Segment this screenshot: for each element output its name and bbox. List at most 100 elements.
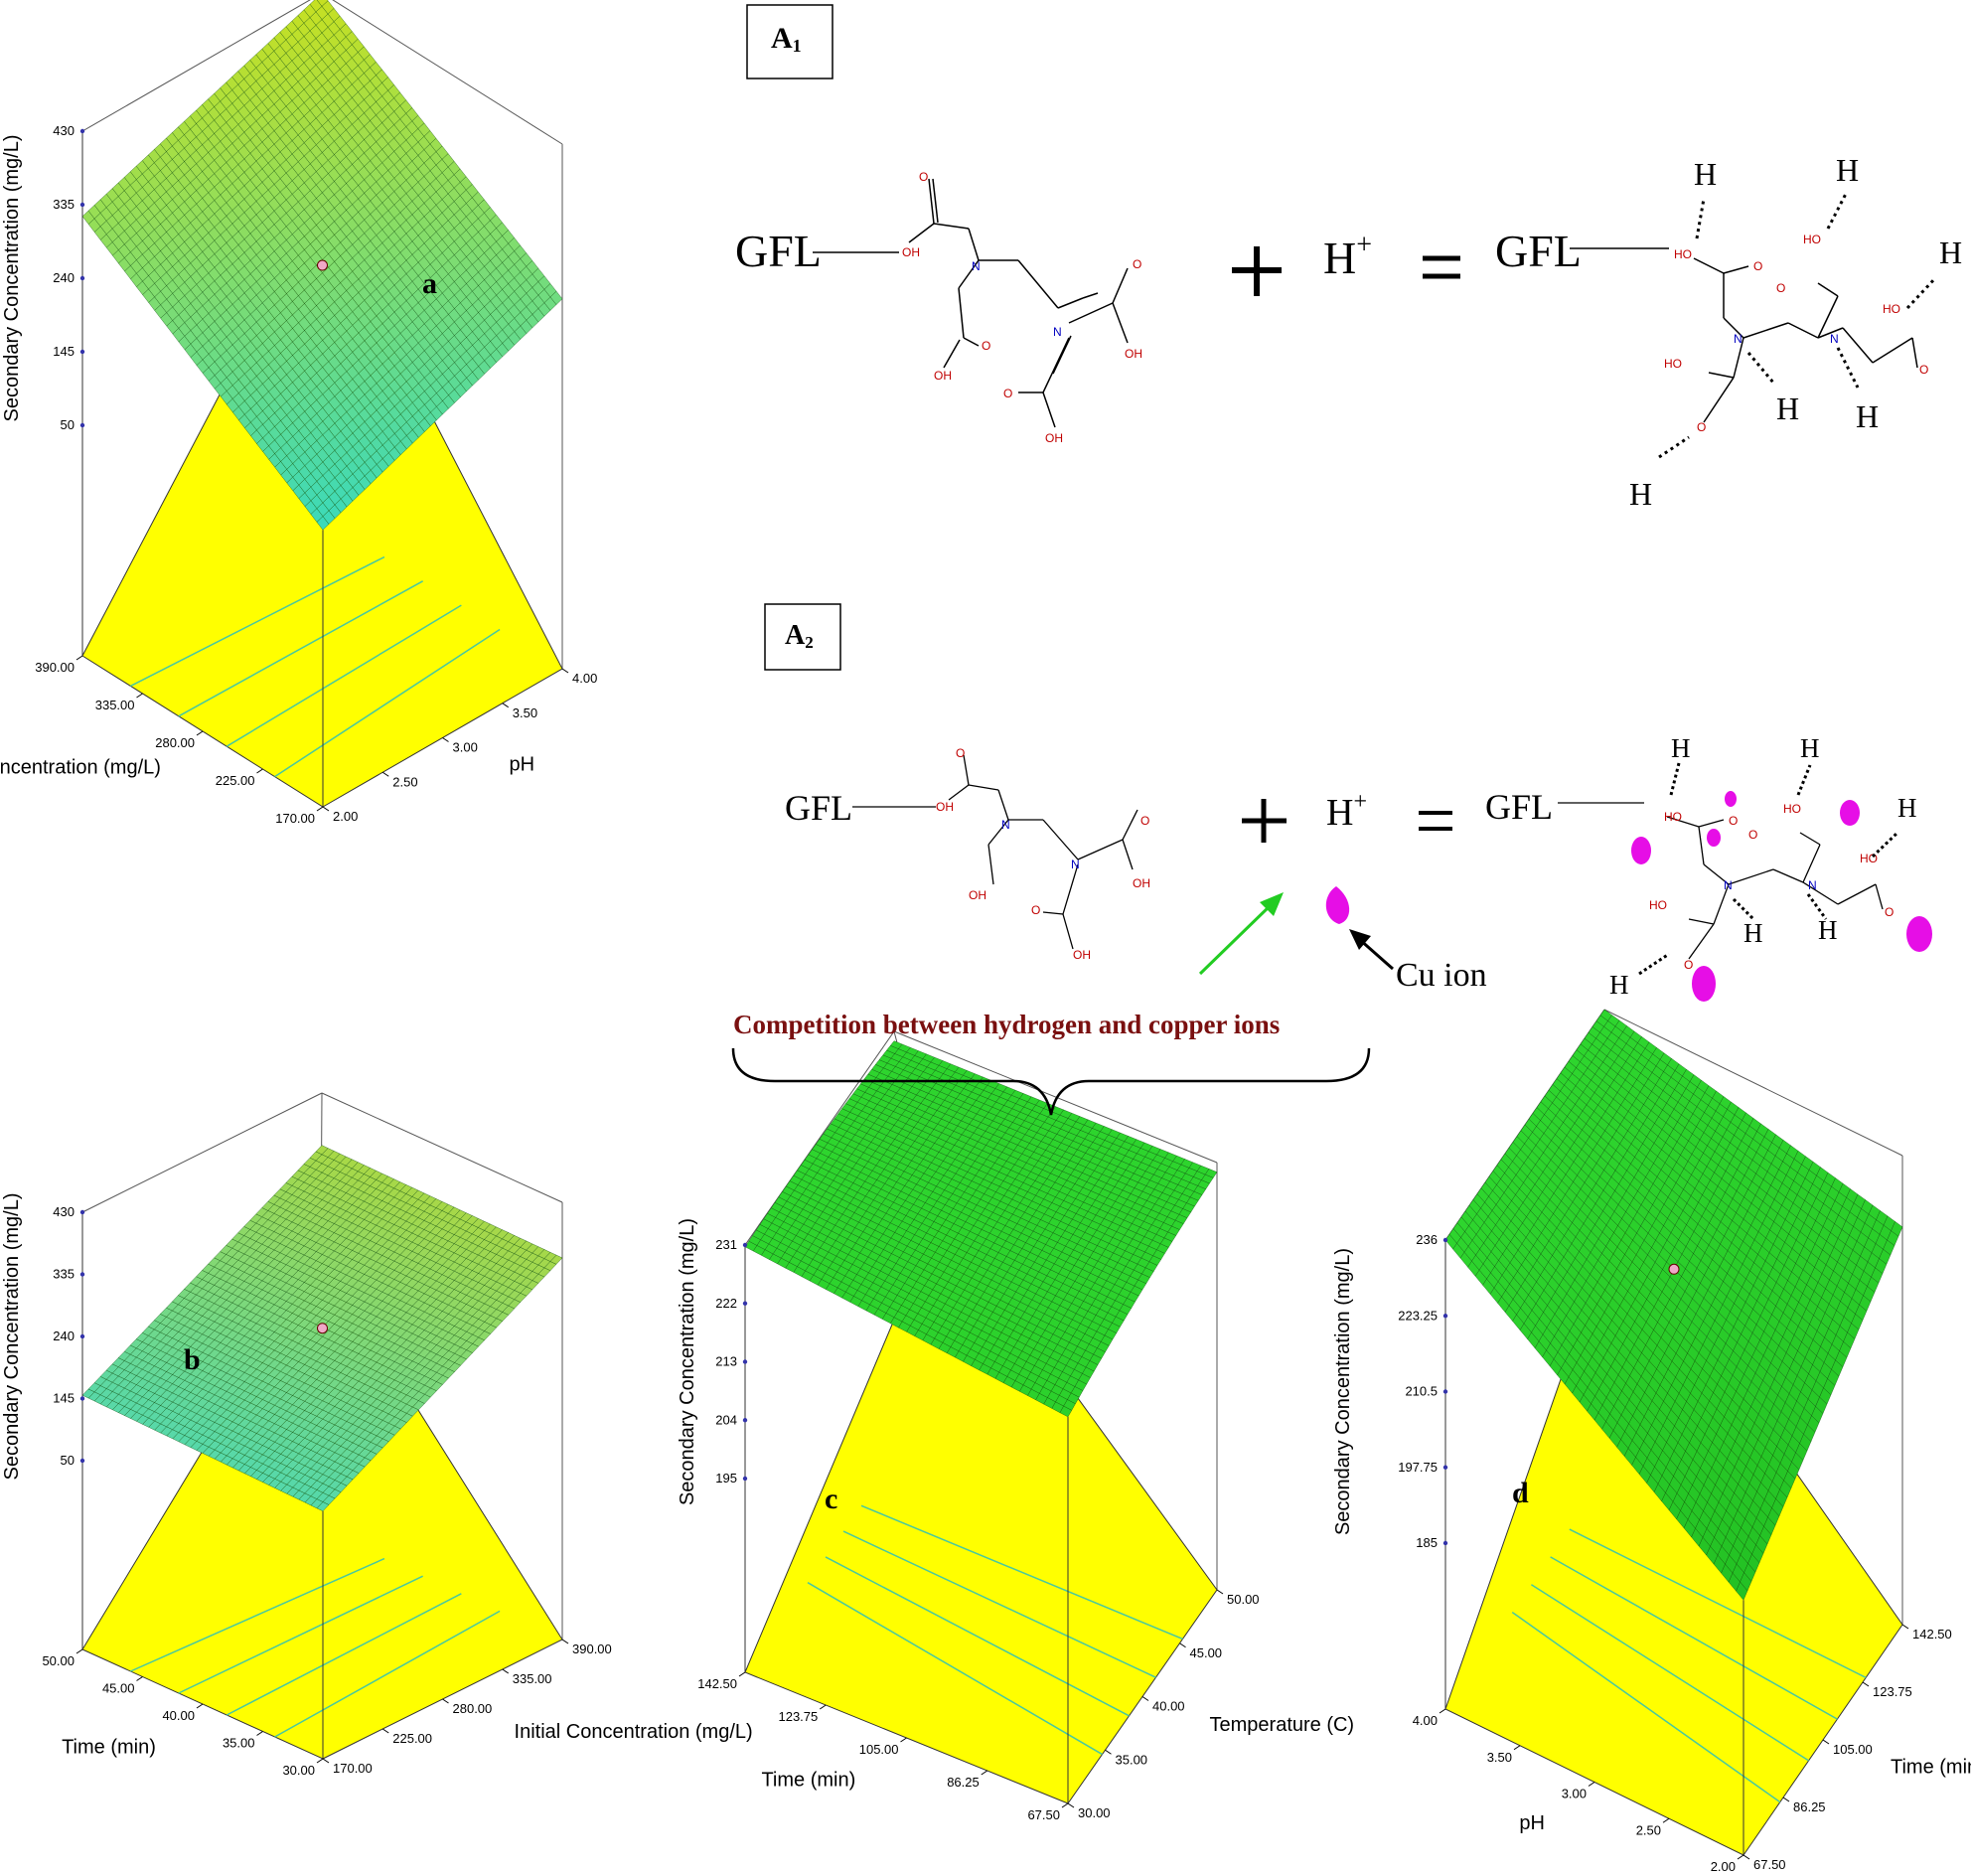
x-tick-label: 170.00 bbox=[333, 1761, 373, 1776]
z-tick-label: 145 bbox=[53, 344, 75, 359]
x-tick-label: 3.50 bbox=[513, 705, 537, 720]
z-tick-mark bbox=[79, 422, 85, 428]
floor-contour bbox=[274, 1610, 501, 1738]
surface bbox=[81, 0, 563, 531]
y-tick-label: 123.75 bbox=[778, 1709, 818, 1724]
floor-contour bbox=[226, 1593, 462, 1716]
z-tick-mark bbox=[742, 1418, 748, 1423]
y-tick-label: 105.00 bbox=[859, 1742, 899, 1757]
x-tick-mark bbox=[442, 1698, 449, 1704]
z-tick-label: 430 bbox=[53, 123, 75, 138]
x-tick-mark bbox=[1141, 1696, 1149, 1701]
floor-contour bbox=[274, 628, 501, 778]
x-tick-label: 4.00 bbox=[572, 671, 597, 686]
z-tick-mark bbox=[742, 1476, 748, 1482]
z-tick-mark bbox=[79, 275, 85, 281]
y-tick-mark bbox=[136, 693, 143, 699]
z-axis-label: Secondary Concentration (mg/L) bbox=[1, 1192, 23, 1480]
z-tick-label: 335 bbox=[53, 1267, 75, 1282]
panel-label: c bbox=[825, 1483, 837, 1515]
z-tick-label: 213 bbox=[715, 1354, 737, 1369]
y-tick-mark bbox=[76, 655, 83, 661]
x-tick-label: 30.00 bbox=[1078, 1805, 1111, 1820]
floor-contour bbox=[130, 1557, 385, 1672]
z-tick-mark bbox=[79, 1209, 85, 1215]
z-tick-mark bbox=[79, 1333, 85, 1339]
floor-contour bbox=[226, 604, 462, 747]
y-tick-label: 225.00 bbox=[216, 773, 255, 788]
z-tick-label: 240 bbox=[53, 1329, 75, 1343]
x-axis-label: Initial Concentration (mg/L) bbox=[515, 1721, 753, 1743]
box-edge bbox=[321, 1092, 563, 1203]
x-tick-mark bbox=[322, 1758, 330, 1764]
x-tick-mark bbox=[322, 806, 330, 812]
floor-contour bbox=[178, 1575, 423, 1694]
x-tick-label: 280.00 bbox=[453, 1701, 493, 1716]
y-tick-mark bbox=[316, 1758, 324, 1764]
x-tick-mark bbox=[1105, 1749, 1112, 1755]
y-tick-label: 86.25 bbox=[947, 1775, 980, 1790]
y-axis-label: Initial Concentration (mg/L) bbox=[0, 756, 161, 778]
floor-contour bbox=[130, 555, 385, 688]
x-tick-mark bbox=[1179, 1642, 1186, 1648]
y-tick-mark bbox=[256, 1731, 263, 1736]
surface-cell bbox=[309, 0, 323, 13]
x-tick-mark bbox=[502, 1668, 510, 1674]
z-tick-mark bbox=[742, 1301, 748, 1306]
x-axis-label: pH bbox=[510, 754, 535, 776]
z-tick-mark bbox=[79, 1396, 85, 1401]
surface-cell bbox=[316, 0, 329, 7]
z-tick-label: 50 bbox=[61, 417, 75, 432]
x-tick-mark bbox=[1067, 1802, 1075, 1808]
y-tick-label: 67.50 bbox=[1027, 1807, 1060, 1822]
design-point bbox=[317, 259, 328, 271]
x-tick-label: 2.00 bbox=[333, 809, 358, 824]
y-tick-label: 45.00 bbox=[102, 1681, 135, 1696]
z-tick-mark bbox=[79, 1458, 85, 1464]
x-tick-mark bbox=[561, 668, 569, 674]
panel-label: a bbox=[422, 267, 437, 300]
box-edge bbox=[81, 0, 311, 132]
z-tick-label: 204 bbox=[715, 1412, 737, 1427]
x-tick-mark bbox=[381, 1728, 389, 1734]
y-tick-label: 30.00 bbox=[282, 1763, 315, 1778]
x-tick-mark bbox=[502, 703, 510, 708]
y-tick-mark bbox=[738, 1671, 746, 1677]
z-tick-mark bbox=[742, 1359, 748, 1364]
z-tick-mark bbox=[79, 128, 85, 134]
design-point bbox=[317, 1323, 328, 1334]
y-tick-mark bbox=[256, 768, 263, 774]
x-tick-label: 35.00 bbox=[1116, 1752, 1148, 1767]
panel-label: b bbox=[184, 1343, 201, 1376]
y-tick-label: 335.00 bbox=[95, 698, 135, 712]
z-tick-label: 231 bbox=[715, 1237, 737, 1252]
y-tick-label: 35.00 bbox=[223, 1736, 255, 1751]
x-axis-label: Temperature (C) bbox=[1210, 1714, 1355, 1736]
y-tick-mark bbox=[1061, 1802, 1069, 1808]
x-tick-label: 390.00 bbox=[572, 1642, 612, 1656]
z-tick-mark bbox=[79, 349, 85, 355]
y-tick-label: 50.00 bbox=[42, 1653, 75, 1668]
x-tick-mark bbox=[442, 737, 449, 742]
x-tick-label: 335.00 bbox=[513, 1671, 552, 1686]
y-tick-mark bbox=[900, 1737, 907, 1743]
z-tick-mark bbox=[79, 1272, 85, 1277]
floor-contour bbox=[178, 580, 424, 717]
y-tick-label: 40.00 bbox=[162, 1708, 195, 1723]
y-tick-mark bbox=[819, 1704, 827, 1710]
box-edge bbox=[332, 0, 563, 145]
y-axis-label: Time (min) bbox=[62, 1737, 156, 1759]
x-tick-label: 225.00 bbox=[392, 1731, 432, 1746]
y-tick-label: 390.00 bbox=[35, 660, 75, 675]
z-tick-label: 50 bbox=[61, 1453, 75, 1468]
z-tick-label: 195 bbox=[715, 1471, 737, 1485]
z-tick-label: 335 bbox=[53, 197, 75, 212]
x-tick-label: 2.50 bbox=[392, 774, 417, 789]
surface bbox=[744, 1040, 1218, 1418]
x-tick-label: 50.00 bbox=[1227, 1592, 1260, 1607]
